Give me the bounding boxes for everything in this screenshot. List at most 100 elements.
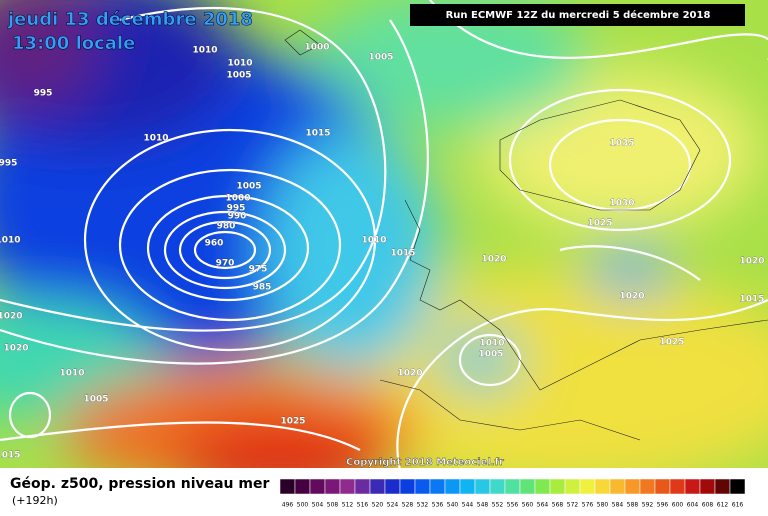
isobar-label: 1020 [397,369,422,379]
isobar-label: 985 [253,283,272,293]
scale-label: 516 [357,502,369,509]
isobar-lines [0,0,768,468]
scale-label: 564 [537,502,549,509]
scale-swatch [279,478,296,495]
isobar-label: 1000 [304,43,329,53]
scale-label: 584 [612,502,624,509]
run-box [410,4,745,26]
isobar-label: 1015 [305,129,330,139]
scale-swatch [684,478,701,495]
isobar-label: 1025 [280,417,305,427]
scale-label: 496 [282,502,294,509]
scale-swatch [489,478,506,495]
scale-swatch [594,478,611,495]
isobar-label: 1015 [390,249,415,259]
scale-swatch [504,478,521,495]
scale-swatch [414,478,431,495]
scale-label: 580 [597,502,609,509]
isobar-label: 1010 [361,236,386,246]
isobar-label: 995 [227,204,246,214]
scale-label: 576 [582,502,594,509]
isobar-label: 990 [228,212,247,222]
map-field: 1010 1000 1010 1005 995 1005 1010 1015 995 1035 10… [0,0,768,468]
scale-swatch [459,478,476,495]
scale-label: 528 [402,502,414,509]
scale-label: 608 [702,502,714,509]
coastlines [284,29,768,441]
time-title: 13:00 locale [12,33,135,54]
scale-swatch [444,478,461,495]
scale-label: 596 [657,502,669,509]
run-info: Run ECMWF 12Z du mercredi 5 décembre 201… [446,9,711,21]
scale-label: 572 [567,502,579,509]
scale-label: 560 [522,502,534,509]
scale-label: 520 [372,502,384,509]
isobar-label: 1010 [192,46,217,56]
scale-swatch [474,478,491,495]
isobar-label: 1020 [481,255,506,265]
scale-swatch [294,478,311,495]
copyright: Copyright 2018 Meteociel.fr [346,457,504,468]
scale-label: 588 [627,502,639,509]
scale-swatch [669,478,686,495]
isobar-label: 1005 [226,71,251,81]
scale-label: 612 [717,502,729,509]
scale-swatch [324,478,341,495]
isobar-label: 995 [34,89,53,99]
scale-swatch [624,478,641,495]
scale-swatch [309,478,326,495]
isobar-label: 1015 [739,295,764,305]
isobar-label: 1020 [619,292,644,302]
scale-swatch [729,478,746,495]
date-title: jeudi 13 décembre 2018 [7,9,253,30]
scale-swatch [699,478,716,495]
scale-label: 544 [462,502,474,509]
isobar-label: 1010 [0,236,21,246]
scale-label: 592 [642,502,654,509]
scale-label: 508 [327,502,339,509]
scale-swatch [429,478,446,495]
scale-label: 532 [417,502,429,509]
isobar-label: 1010 [59,369,84,379]
scale-swatch [714,478,731,495]
scale-label: 504 [312,502,324,509]
scale-swatch [399,478,416,495]
isobar-label: 995 [0,159,17,169]
scale-label: 548 [477,502,489,509]
isobar-label: 1015 [0,451,21,461]
isobar-label: 1030 [609,199,634,209]
scale-label: 540 [447,502,459,509]
scale-label: 600 [672,502,684,509]
scale-label: 536 [432,502,444,509]
isobar-label: 960 [205,239,224,249]
scale-swatch [609,478,626,495]
scale-swatch [579,478,596,495]
isobar-label: 975 [249,265,268,275]
isobar-label: 1010 [227,59,252,69]
isobar-label: 1005 [368,53,393,63]
scale-swatch [354,478,371,495]
scale-label: 524 [387,502,399,509]
scale-swatch [534,478,551,495]
scale-swatch [639,478,656,495]
isobar-label: 980 [217,222,236,232]
isobar-label: 1000 [225,194,250,204]
scale-label: 616 [732,502,744,509]
footer-title: Géop. z500, pression niveau mer [10,476,269,492]
scale-label: 556 [507,502,519,509]
scale-swatch [549,478,566,495]
isobar-label: 1020 [3,344,28,354]
scale-label: 568 [552,502,564,509]
isobar-label: 970 [216,259,235,269]
scale-label: 604 [687,502,699,509]
isobar-label: 1005 [236,182,261,192]
lead-time: (+192h) [12,494,58,507]
scale-swatch [339,478,356,495]
isobar-label: 1025 [659,338,684,348]
isobar-label: 1035 [609,139,634,149]
isobar-label: 1025 [587,219,612,229]
scale-swatch [564,478,581,495]
isobar-label: 1010 [143,134,168,144]
scale-swatch [654,478,671,495]
